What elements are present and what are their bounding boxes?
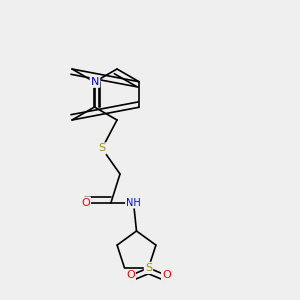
Text: O: O	[126, 270, 135, 280]
Text: NH: NH	[126, 197, 141, 208]
Text: S: S	[98, 143, 106, 154]
Text: O: O	[81, 197, 90, 208]
Text: S: S	[145, 263, 152, 273]
Text: N: N	[91, 77, 99, 87]
Text: O: O	[162, 270, 171, 280]
